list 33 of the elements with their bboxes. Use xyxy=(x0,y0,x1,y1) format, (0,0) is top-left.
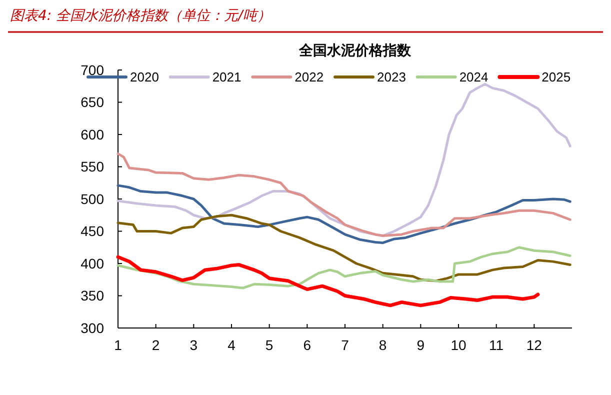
x-tick-label: 11 xyxy=(489,337,504,353)
legend-label: 2024 xyxy=(459,70,488,85)
x-tick-label: 5 xyxy=(265,337,274,353)
line-series xyxy=(116,214,572,282)
y-tick-label: 450 xyxy=(80,223,104,240)
x-tick-label: 8 xyxy=(378,337,387,353)
y-tick-label: 650 xyxy=(80,94,104,110)
y-tick-label: 300 xyxy=(80,320,104,336)
x-tick-label: 7 xyxy=(341,337,350,353)
chart-title: 全国水泥价格指数 xyxy=(298,43,412,59)
y-tick-label: 550 xyxy=(80,158,104,175)
legend-label: 2023 xyxy=(377,70,406,85)
y-tick-label: 700 xyxy=(80,62,104,78)
x-tick-label: 6 xyxy=(303,337,312,353)
y-tick-label: 600 xyxy=(80,126,104,142)
line-series xyxy=(116,255,540,308)
x-tick-label: 1 xyxy=(114,337,122,353)
line-series xyxy=(116,184,572,244)
legend-label: 2025 xyxy=(542,70,571,85)
x-tick-label: 10 xyxy=(450,337,466,353)
x-tick-label: 4 xyxy=(228,337,236,353)
x-tick-label: 3 xyxy=(190,337,198,353)
y-tick-label: 500 xyxy=(80,190,104,207)
y-tick-label: 400 xyxy=(80,255,104,272)
legend-label: 2021 xyxy=(212,70,242,85)
line-series xyxy=(116,152,572,238)
x-tick-label: 2 xyxy=(152,337,160,353)
x-tick-label: 12 xyxy=(526,337,542,353)
legend-label: 2020 xyxy=(130,70,159,85)
x-tick-label: 9 xyxy=(416,337,425,353)
y-tick-label: 350 xyxy=(80,288,104,304)
text: 图表4: 全国水泥价格指数（单位：元/吨） xyxy=(10,8,271,24)
legend-label: 2022 xyxy=(294,70,324,85)
